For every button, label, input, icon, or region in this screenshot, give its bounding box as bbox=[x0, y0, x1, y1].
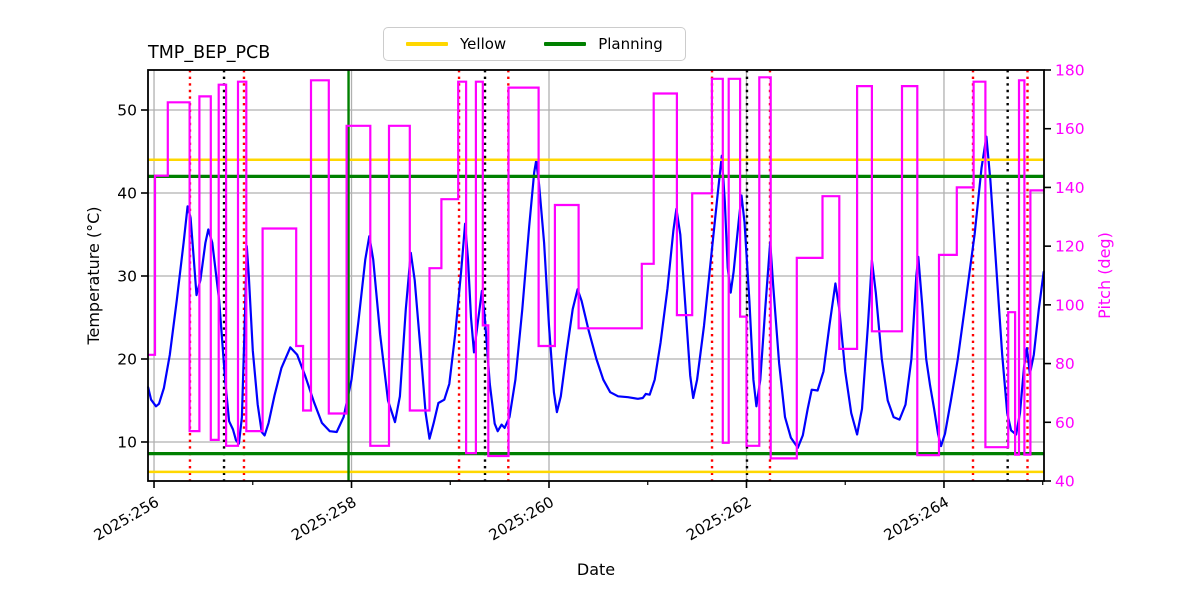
left-y-tick-label: 50 bbox=[117, 102, 137, 120]
right-y-tick-label: 140 bbox=[1055, 179, 1085, 197]
chart-title: TMP_BEP_PCB bbox=[147, 43, 270, 63]
legend-item-yellow: Yellow bbox=[406, 34, 507, 53]
legend-label-yellow: Yellow bbox=[460, 34, 507, 53]
right-y-tick-label: 100 bbox=[1055, 296, 1085, 314]
right-y-axis-label: Pitch (deg) bbox=[1095, 232, 1114, 319]
right-y-tick-label: 120 bbox=[1055, 238, 1085, 256]
left-y-tick-label: 30 bbox=[117, 267, 137, 285]
temperature-series bbox=[147, 135, 1045, 449]
left-y-tick-label: 20 bbox=[117, 350, 137, 368]
x-axis-label: Date bbox=[577, 560, 615, 579]
legend-item-planning: Planning bbox=[544, 34, 663, 53]
x-tick-label: 2025:262 bbox=[683, 493, 754, 545]
planning-line-swatch bbox=[544, 42, 587, 46]
x-tick-label: 2025:264 bbox=[881, 493, 952, 545]
pitch-series bbox=[148, 76, 1044, 460]
gridlines bbox=[148, 70, 1044, 481]
right-y-tick-label: 180 bbox=[1055, 62, 1085, 80]
x-tick-label: 2025:258 bbox=[288, 493, 359, 545]
pitch-line bbox=[148, 76, 1044, 460]
right-y-tick-label: 80 bbox=[1055, 355, 1075, 373]
x-tick-label: 2025:260 bbox=[486, 493, 557, 545]
left-y-axis-label: Temperature (°C) bbox=[84, 206, 103, 345]
yellow-line-swatch bbox=[406, 42, 448, 46]
legend-label-planning: Planning bbox=[598, 34, 663, 53]
left-y-tick-label: 10 bbox=[117, 433, 137, 451]
legend: Yellow Planning bbox=[383, 27, 686, 61]
axis-ticks bbox=[141, 69, 1051, 488]
temperature-line bbox=[147, 135, 1045, 449]
x-tick-label: 2025:256 bbox=[91, 493, 162, 545]
right-y-tick-label: 160 bbox=[1055, 120, 1085, 138]
limit-lines bbox=[148, 70, 1044, 481]
right-y-tick-label: 60 bbox=[1055, 414, 1075, 432]
left-y-tick-label: 40 bbox=[117, 185, 137, 203]
right-y-tick-label: 40 bbox=[1055, 473, 1075, 491]
